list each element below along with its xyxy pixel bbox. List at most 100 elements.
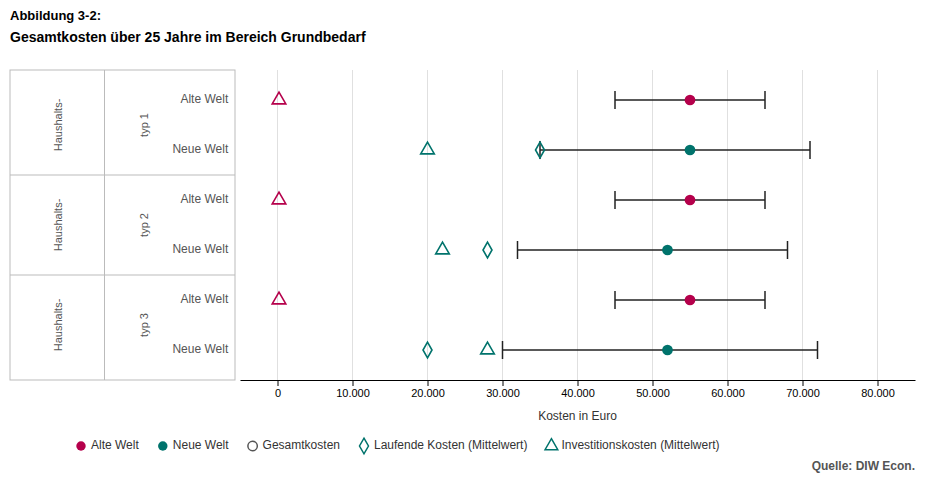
legend-marker <box>359 438 368 454</box>
diamond-point <box>483 242 492 258</box>
legend: Alte Welt Neue Welt Gesamtkosten Laufende K… <box>76 438 719 454</box>
legend-item: Gesamtkosten <box>248 438 340 452</box>
error-bar <box>615 291 765 309</box>
x-tick-mark <box>803 380 804 386</box>
grid-line <box>727 70 728 380</box>
label-box-separator <box>104 70 105 380</box>
category-label: Alte Welt <box>180 292 228 306</box>
triangle-point <box>421 142 435 154</box>
group-sublabel: typ 3 <box>138 313 150 337</box>
plot-area <box>272 91 817 359</box>
label-box-separator <box>10 275 235 276</box>
error-bar-cap <box>764 191 766 209</box>
legend-item: Alte Welt <box>76 438 139 452</box>
error-bar-cap <box>817 341 819 359</box>
grid-line <box>352 70 353 380</box>
grid-line <box>802 70 803 380</box>
legend-item: Investitionskosten (Mittelwert) <box>545 438 719 452</box>
diamond-point <box>536 142 545 158</box>
error-bar <box>503 341 818 359</box>
x-tick-label: 30.000 <box>486 387 520 399</box>
x-tick-label: 20.000 <box>411 387 445 399</box>
group-label: Haushalts- <box>52 98 64 151</box>
x-tick-mark <box>428 380 429 386</box>
group-label: Haushalts- <box>52 198 64 251</box>
circle-point <box>662 245 673 256</box>
triangle-point <box>272 92 286 104</box>
error-bar <box>540 141 810 159</box>
x-tick: 40.000 <box>561 380 595 399</box>
legend-item: Laufende Kosten (Mittelwert) <box>359 438 527 454</box>
source: Quelle: DIW Econ. <box>812 459 915 473</box>
x-axis-title: Kosten in Euro <box>538 409 617 423</box>
triangle-point <box>481 342 495 354</box>
triangle-point <box>272 192 286 204</box>
x-tick-mark <box>503 380 504 386</box>
x-tick-mark <box>728 380 729 386</box>
error-bar-cap <box>614 191 616 209</box>
error-bar <box>615 191 765 209</box>
chart: Abbildung 3-2: Gesamtkosten über 25 Jahre… <box>0 0 940 480</box>
x-tick-label: 60.000 <box>711 387 745 399</box>
circle-point <box>685 295 696 306</box>
x-tick-label: 50.000 <box>636 387 670 399</box>
error-bar <box>615 91 765 109</box>
x-tick-label: 80.000 <box>861 387 895 399</box>
category-label: Alte Welt <box>180 92 228 106</box>
category-label: Neue Welt <box>172 342 228 356</box>
grid-line <box>502 70 503 380</box>
error-bar-cap <box>764 291 766 309</box>
legend-label: Laufende Kosten (Mittelwert) <box>374 438 527 452</box>
x-tick-mark <box>578 380 579 386</box>
x-tick: 30.000 <box>486 380 520 399</box>
category-label: Neue Welt <box>172 242 228 256</box>
category-label: Alte Welt <box>180 192 228 206</box>
error-bar-cap <box>614 291 616 309</box>
x-tick: 0 <box>275 380 281 399</box>
grid-line <box>652 70 653 380</box>
circle-point <box>662 345 673 356</box>
error-bar-cap <box>809 141 811 159</box>
category-label: Neue Welt <box>172 142 228 156</box>
x-tick-label: 0 <box>275 387 281 399</box>
x-tick: 50.000 <box>636 380 670 399</box>
error-bar <box>518 241 788 259</box>
grid <box>278 70 878 380</box>
grid-line <box>427 70 428 380</box>
error-bar-cap <box>787 241 789 259</box>
x-tick: 80.000 <box>861 380 895 399</box>
circle-point <box>685 145 696 156</box>
subtitle: Gesamtkosten über 25 Jahre im Bereich Gr… <box>10 29 366 45</box>
legend-marker <box>76 441 85 450</box>
x-tick: 60.000 <box>711 380 745 399</box>
error-bar-cap <box>614 91 616 109</box>
error-bar-cap <box>517 241 519 259</box>
legend-label: Alte Welt <box>91 438 139 452</box>
error-bar-cap <box>764 91 766 109</box>
grid-line <box>577 70 578 380</box>
legend-label: Neue Welt <box>173 438 229 452</box>
x-tick-label: 70.000 <box>786 387 820 399</box>
x-tick: 70.000 <box>786 380 820 399</box>
error-bar-cap <box>502 341 504 359</box>
group-sublabel: typ 2 <box>138 213 150 237</box>
triangle-point <box>436 242 450 254</box>
x-tick-label: 10.000 <box>336 387 370 399</box>
circle-point <box>685 95 696 106</box>
grid-line <box>277 70 278 380</box>
group-label: Haushalts- <box>52 298 64 351</box>
x-tick: 20.000 <box>411 380 445 399</box>
label-box-frame <box>10 70 235 380</box>
diamond-point <box>423 342 432 358</box>
legend-label: Investitionskosten (Mittelwert) <box>561 438 719 452</box>
title: Abbildung 3-2: <box>10 8 101 23</box>
error-bar-line <box>518 249 788 251</box>
grid-line <box>877 70 878 380</box>
x-axis: 0 10.000 20.000 30.000 40.000 50.000 60.000 70.… <box>241 380 916 399</box>
triangle-point <box>272 292 286 304</box>
x-tick-mark <box>353 380 354 386</box>
x-tick-mark <box>653 380 654 386</box>
legend-marker <box>248 441 257 450</box>
label-box: Haushalts-typ 1 Haushalts-typ 2 Haushalts-… <box>10 70 235 380</box>
group-sublabel: typ 1 <box>138 113 150 137</box>
